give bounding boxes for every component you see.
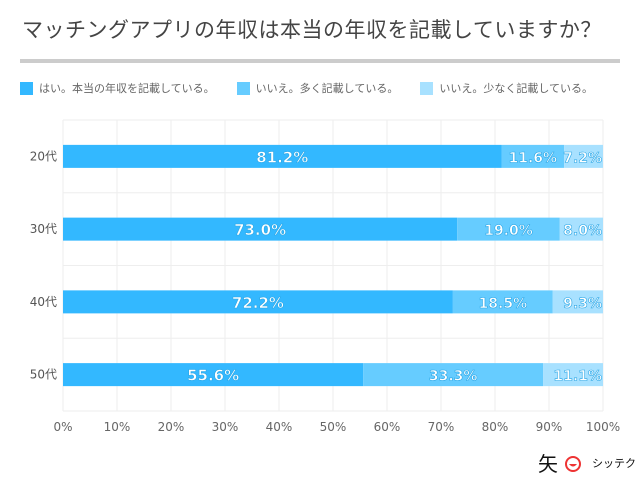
data-label: 11.6% [509,150,558,166]
x-tick-label: 100% [586,420,620,434]
data-label: 7.2% [563,150,602,166]
x-tick-label: 80% [482,420,509,434]
x-tick-label: 0% [53,420,72,434]
y-tick-label: 20代 [30,149,57,163]
x-tick-label: 40% [266,420,293,434]
title-divider [20,59,620,63]
bar-segment [452,290,553,314]
y-tick-label: 50代 [30,368,57,382]
legend-swatch [236,81,250,95]
legend-item-yes: はい。本当の年収を記載している。 [20,80,215,96]
x-tick-label: 90% [536,420,563,434]
data-label: 18.5% [479,296,528,312]
bar-segment [501,144,565,168]
data-label: 11.1% [553,369,602,385]
bar-segment [457,217,560,241]
data-label: 81.2% [256,148,308,166]
bar-segment [543,363,603,387]
legend-label: いいえ。少なく記載している。 [439,82,594,95]
legend-item-lower: いいえ。少なく記載している。 [420,80,593,96]
x-tick-label: 60% [374,420,401,434]
legend: はい。本当の年収を記載している。 いいえ。多く記載している。 いいえ。少なく記載… [20,80,593,96]
logo-text: シッテク [592,456,636,470]
bar-segment [63,363,364,387]
site-logo: 矢 シッテク [538,448,636,477]
data-label: 33.3% [429,369,478,385]
data-label: 19.0% [484,223,533,239]
legend-swatch [420,81,434,95]
data-label: 55.6% [187,367,239,385]
bar-segment [564,144,603,168]
smiley-icon [565,455,581,472]
legend-label: いいえ。多く記載している。 [255,82,399,95]
bar-segment [63,217,458,241]
x-tick-label: 50% [320,420,347,434]
bar-segment [363,363,544,387]
bar-segment [552,290,603,314]
legend-swatch [20,81,33,95]
chart-title: マッチングアプリの年収は本当の年収を記載していますか？ [22,18,602,42]
data-label: 9.3% [563,296,602,312]
data-label: 72.2% [232,294,284,312]
bar-segment [63,144,502,168]
y-tick-label: 40代 [30,295,57,309]
logo-mark: 矢 [538,452,558,476]
x-tick-label: 20% [158,420,185,434]
bar-segment [63,290,453,314]
legend-item-higher: いいえ。多く記載している。 [236,80,399,96]
x-tick-label: 70% [428,420,455,434]
bar-segment [559,217,603,241]
data-label: 8.0% [563,223,602,239]
x-tick-label: 10% [104,420,131,434]
y-tick-label: 30代 [30,222,57,236]
x-tick-label: 30% [212,420,239,434]
data-label: 73.0% [234,221,286,239]
legend-label: はい。本当の年収を記載している。 [39,82,215,95]
